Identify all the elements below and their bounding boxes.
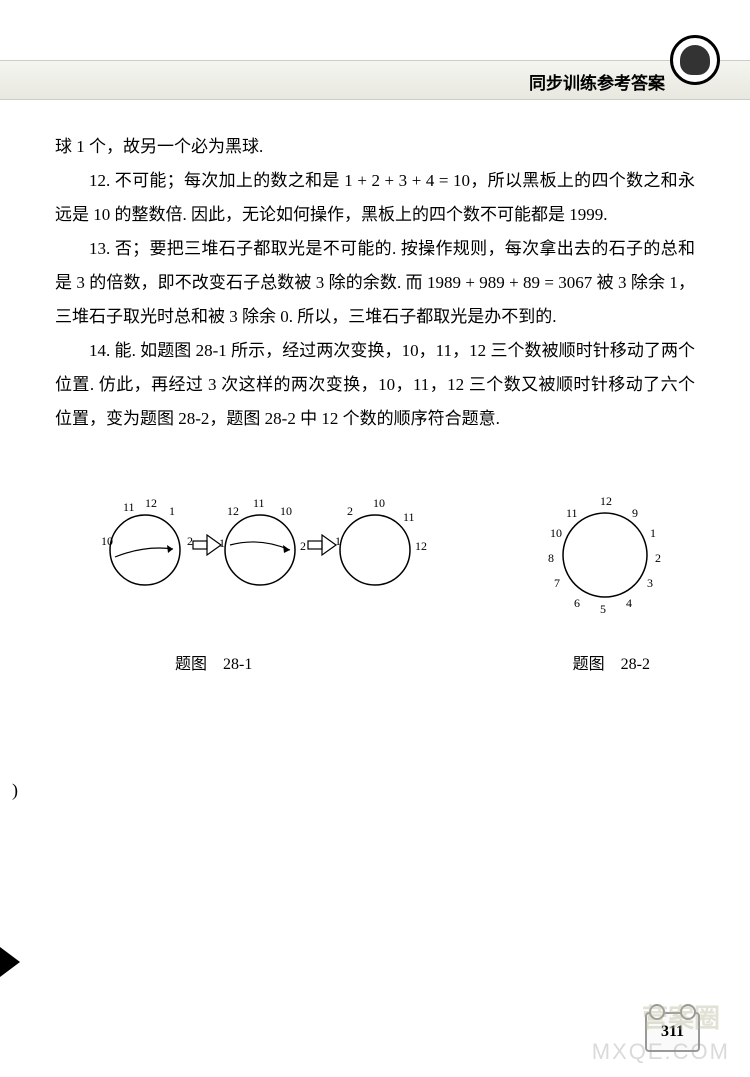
paragraph-0: 球 1 个，故另一个必为黑球. [55, 130, 695, 164]
svg-text:2: 2 [655, 551, 661, 565]
header-bar: 同步训练参考答案 [0, 60, 750, 100]
paragraph-13: 13. 否；要把三堆石子都取光是不可能的. 按操作规则，每次拿出去的石子的总和是… [55, 232, 695, 334]
logo-icon [670, 35, 720, 85]
svg-text:10: 10 [373, 496, 385, 510]
header-title: 同步训练参考答案 [529, 69, 665, 94]
svg-text:1: 1 [219, 536, 225, 550]
content-body: 球 1 个，故另一个必为黑球. 12. 不可能；每次加上的数之和是 1 + 2 … [55, 130, 695, 436]
svg-text:5: 5 [600, 602, 606, 616]
svg-text:10: 10 [101, 534, 113, 548]
svg-text:12: 12 [145, 496, 157, 510]
svg-text:1: 1 [335, 534, 341, 548]
watermark-en: MXQE.COM [592, 1039, 730, 1065]
logo-inner-icon [680, 45, 710, 75]
svg-text:11: 11 [253, 496, 265, 510]
figure-28-1: 11 12 1 2 10 12 11 10 2 1 [95, 495, 435, 615]
svg-text:3: 3 [647, 576, 653, 590]
svg-text:8: 8 [548, 551, 554, 565]
svg-text:1: 1 [169, 504, 175, 518]
svg-text:12: 12 [600, 495, 612, 508]
svg-text:9: 9 [632, 506, 638, 520]
figure-28-2-caption: 题图 28-2 [573, 650, 650, 674]
svg-text:1: 1 [650, 526, 656, 540]
svg-text:10: 10 [550, 526, 562, 540]
paragraph-14: 14. 能. 如题图 28-1 所示，经过两次变换，10，11，12 三个数被顺… [55, 334, 695, 436]
left-stray-mark: ) [12, 780, 18, 801]
svg-text:2: 2 [347, 504, 353, 518]
svg-text:4: 4 [626, 596, 632, 610]
svg-text:11: 11 [566, 506, 578, 520]
svg-text:12: 12 [415, 539, 427, 553]
svg-text:6: 6 [574, 596, 580, 610]
svg-text:10: 10 [280, 504, 292, 518]
watermark-cn: 营案圈 [642, 998, 720, 1035]
paragraph-12: 12. 不可能；每次加上的数之和是 1 + 2 + 3 + 4 = 10，所以黑… [55, 164, 695, 232]
scan-artifact-icon [0, 947, 20, 977]
svg-text:12: 12 [227, 504, 239, 518]
figure-28-2-svg: 12 9 1 2 3 4 5 6 7 8 10 11 [540, 495, 675, 625]
figure-28-1-svg: 11 12 1 2 10 12 11 10 2 1 [95, 495, 435, 615]
svg-text:2: 2 [300, 539, 306, 553]
figure-28-1-caption: 题图 28-1 [175, 650, 252, 674]
svg-text:11: 11 [403, 510, 415, 524]
diagrams-container: 11 12 1 2 10 12 11 10 2 1 [55, 495, 695, 715]
figure-28-2: 12 9 1 2 3 4 5 6 7 8 10 11 [540, 495, 675, 625]
svg-text:11: 11 [123, 500, 135, 514]
svg-text:2: 2 [187, 534, 193, 548]
svg-text:7: 7 [554, 576, 560, 590]
